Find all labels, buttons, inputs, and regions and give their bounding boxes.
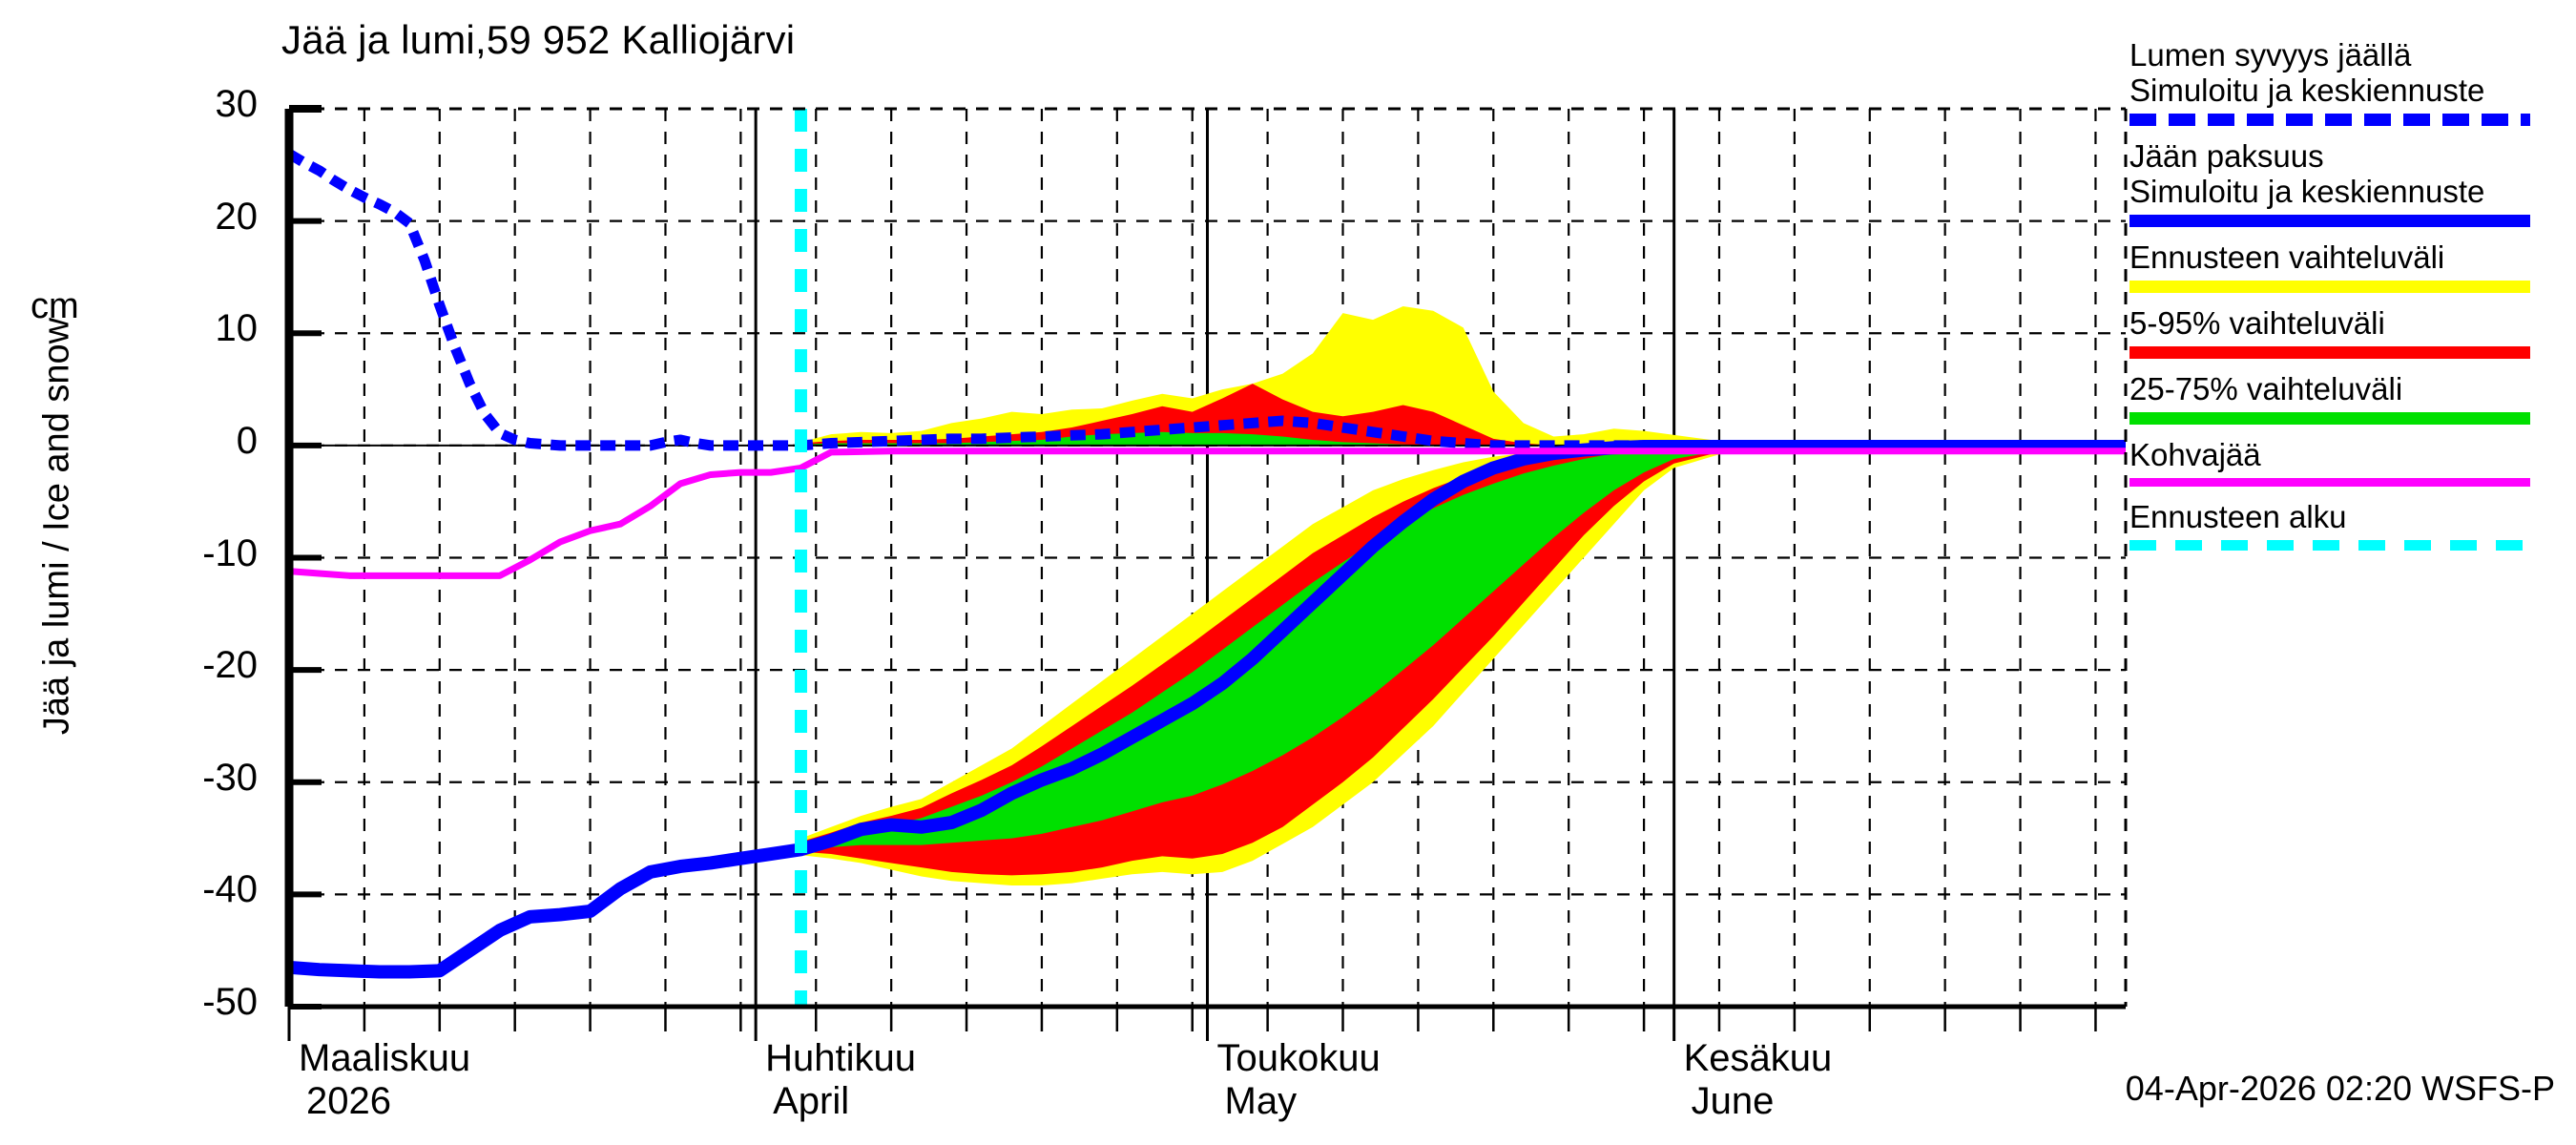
legend-item-range-25-75: 25-75% vaihteluväli	[2129, 370, 2576, 425]
y-axis-unit: cm	[31, 286, 79, 326]
y-tick-label: 0	[236, 419, 258, 462]
legend-label-line1: 5-95% vaihteluväli	[2129, 304, 2385, 341]
legend-swatch-range-25-75	[2129, 411, 2530, 425]
legend-label-line2: Simuloitu ja keskiennuste	[2129, 173, 2485, 209]
y-tick-label: -10	[202, 531, 258, 574]
legend-label-line1: Ennusteen alku	[2129, 498, 2347, 534]
y-tick-label: -50	[202, 981, 258, 1023]
legend-swatch-snow-depth-on-ice	[2129, 113, 2530, 126]
series-line	[286, 149, 2126, 451]
month-label-en: 2026	[306, 1079, 391, 1122]
month-label-en: June	[1691, 1079, 1775, 1122]
legend-swatch-ice-thickness	[2129, 214, 2530, 227]
legend-swatch-range-5-95	[2129, 345, 2530, 359]
series-line	[288, 448, 2126, 579]
y-tick-label: -30	[202, 756, 258, 799]
y-tick-label: 30	[215, 83, 259, 125]
footer-timestamp: 04-Apr-2026 02:20 WSFS-P	[2125, 1069, 2555, 1108]
x-axis-month-label: Maaliskuu 2026	[299, 1037, 470, 1123]
legend-swatch-forecast-start	[2129, 539, 2530, 551]
snow-uncertainty-bands	[800, 306, 2127, 446]
x-axis-month-label: Toukokuu May	[1217, 1037, 1381, 1123]
legend-label-line1: Ennusteen vaihteluväli	[2129, 239, 2445, 275]
legend-label-line1: 25-75% vaihteluväli	[2129, 370, 2403, 406]
legend-item-range-5-95: 5-95% vaihteluväli	[2129, 304, 2576, 359]
legend-swatch-forecast-range	[2129, 280, 2530, 293]
chart-legend: Lumen syvyys jäällä Simuloitu ja keskienn…	[2129, 37, 2576, 564]
x-axis-month-label: Huhtikuu April	[765, 1037, 916, 1123]
legend-item-snow-depth-on-ice: Lumen syvyys jäällä Simuloitu ja keskienn…	[2129, 37, 2576, 126]
series-line	[288, 440, 2126, 979]
legend-label-line2: Simuloitu ja keskiennuste	[2129, 72, 2485, 108]
page-title: Jää ja lumi,59 952 Kalliojärvi	[281, 17, 796, 62]
y-axis-title: Jää ja lumi / Ice and snow	[36, 317, 77, 736]
legend-item-slush-ice: Kohvajää	[2129, 436, 2576, 487]
y-tick-label: 10	[215, 307, 259, 350]
legend-label-line1: Kohvajää	[2129, 436, 2261, 472]
legend-label-line1: Lumen syvyys jäällä	[2129, 37, 2412, 73]
legend-swatch-slush-ice	[2129, 477, 2530, 487]
legend-item-ice-thickness: Jään paksuus Simuloitu ja keskiennuste	[2129, 137, 2576, 227]
month-label-fi: Huhtikuu	[765, 1037, 916, 1079]
month-label-fi: Toukokuu	[1216, 1037, 1381, 1079]
y-tick-label: -40	[202, 868, 258, 911]
legend-item-forecast-start: Ennusteen alku	[2129, 498, 2576, 551]
legend-label-line1: Jään paksuus	[2129, 137, 2324, 174]
x-axis-month-label: Kesäkuu June	[1684, 1037, 1833, 1123]
month-label-fi: Maaliskuu	[299, 1037, 471, 1079]
y-tick-label: 20	[215, 195, 259, 238]
month-label-fi: Kesäkuu	[1683, 1037, 1833, 1079]
month-label-en: May	[1224, 1079, 1298, 1122]
y-tick-label: -20	[202, 644, 258, 687]
ice-uncertainty-bands	[800, 447, 2127, 885]
legend-item-forecast-range: Ennusteen vaihteluväli	[2129, 239, 2576, 293]
month-label-en: April	[773, 1079, 850, 1122]
